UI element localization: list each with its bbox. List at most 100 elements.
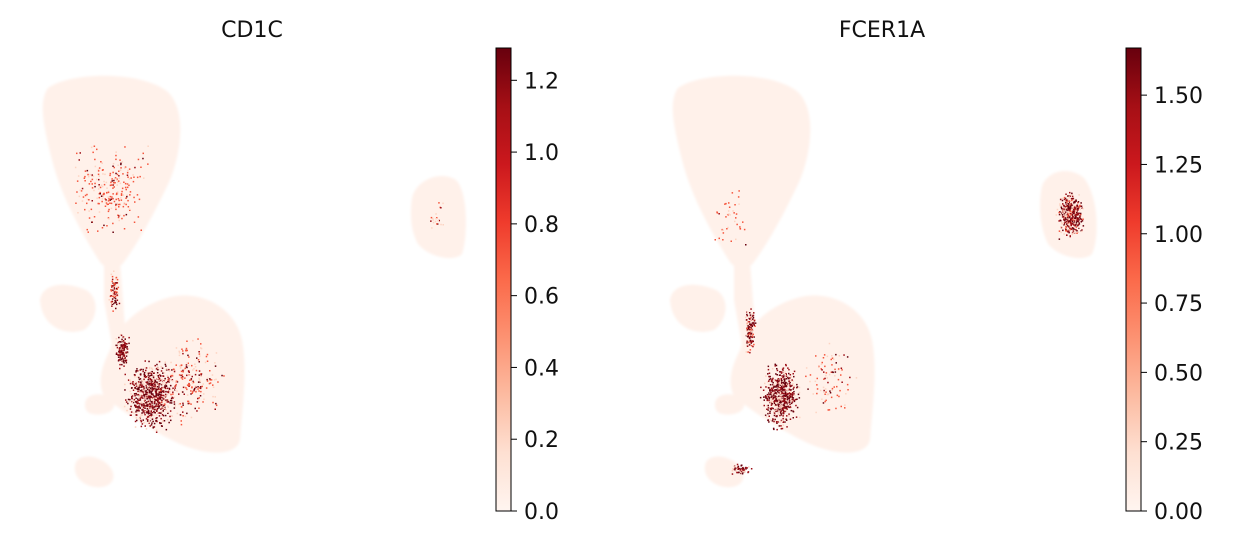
cell-dot — [774, 397, 776, 400]
cell-dot — [140, 368, 142, 371]
cell-dot — [129, 390, 131, 393]
cell-dot — [1067, 231, 1069, 233]
colorbar-tick-label: 0.6 — [524, 285, 559, 310]
cell-dot — [780, 389, 782, 391]
cell-dot — [157, 377, 159, 380]
cell-dot — [780, 397, 782, 399]
cell-dot — [1063, 196, 1066, 199]
cell-dot — [777, 389, 780, 391]
cell-dot — [788, 377, 790, 380]
cell-dot — [768, 411, 770, 414]
cell-dot — [120, 194, 123, 196]
cell-dot — [193, 368, 195, 370]
cell-dot — [164, 377, 166, 380]
cell-dot — [767, 365, 770, 368]
cell-dot — [1076, 220, 1078, 223]
cell-dot — [748, 333, 750, 336]
cell-dot — [716, 212, 719, 214]
cell-dot — [178, 352, 181, 354]
cell-dot — [792, 380, 794, 382]
cell-dot — [763, 404, 765, 407]
cell-dot — [834, 375, 836, 377]
cell-dot — [771, 407, 773, 409]
cell-dot — [776, 374, 778, 376]
cell-dot — [749, 341, 752, 343]
cell-dot — [153, 410, 155, 413]
cell-dot — [113, 291, 115, 293]
cell-dot — [178, 354, 181, 357]
cell-dot — [184, 415, 187, 418]
cell-dot — [132, 180, 135, 183]
cell-dot — [123, 405, 126, 408]
cell-dot — [785, 403, 787, 406]
cell-dot — [152, 397, 155, 400]
cell-dot — [187, 354, 189, 357]
cell-dot — [176, 390, 178, 392]
cell-dot — [122, 340, 125, 342]
cell-dot — [156, 419, 158, 422]
cell-dot — [816, 384, 818, 386]
cell-dot — [745, 244, 747, 246]
cell-dot — [181, 391, 183, 393]
cell-dot — [155, 368, 158, 370]
cell-dot — [169, 410, 172, 412]
cell-dot — [790, 397, 792, 400]
cell-dot — [820, 368, 822, 370]
cell-dot — [840, 374, 842, 376]
cell-dot — [133, 176, 135, 178]
cell-dot — [115, 278, 117, 280]
cell-dot — [1065, 207, 1068, 209]
cell-dot — [167, 381, 169, 383]
cell-dot — [155, 386, 157, 388]
cell-dot — [1068, 216, 1071, 219]
cell-dot — [809, 380, 811, 383]
cell-dot — [203, 398, 205, 400]
cell-dot — [763, 396, 765, 398]
cell-dot — [775, 382, 777, 384]
cell-dot — [734, 467, 736, 469]
cell-dot — [765, 404, 768, 407]
cell-dot — [146, 410, 148, 413]
cell-dot — [121, 347, 124, 350]
cell-dot — [124, 352, 126, 354]
cell-dot — [737, 465, 740, 468]
cell-dot — [155, 388, 157, 390]
cell-dot — [765, 415, 768, 418]
cell-dot — [163, 404, 166, 406]
cell-dot — [103, 180, 105, 183]
cell-dot — [785, 406, 787, 409]
cell-dot — [1071, 218, 1074, 221]
cell-dot — [1056, 208, 1059, 211]
cell-dot — [777, 421, 779, 423]
cell-dot — [164, 386, 166, 388]
cell-dot — [158, 388, 160, 391]
cell-dot — [121, 354, 123, 357]
cell-dot — [156, 390, 159, 392]
cell-dot — [157, 403, 160, 406]
cell-dot — [123, 228, 126, 230]
cell-dot — [144, 401, 147, 403]
cell-dot — [125, 361, 128, 364]
cell-dot — [1069, 224, 1072, 226]
cell-dot — [97, 188, 100, 190]
cell-dot — [110, 198, 112, 200]
cell-dot — [1062, 215, 1064, 218]
cell-dot — [153, 402, 156, 405]
cell-dot — [191, 386, 193, 389]
cell-dot — [127, 402, 129, 405]
cell-dot — [721, 228, 723, 231]
cell-dot — [142, 368, 144, 371]
cell-dot — [769, 402, 771, 404]
cell-dot — [786, 395, 788, 397]
cell-dot — [1077, 231, 1080, 233]
cell-dot — [770, 407, 772, 410]
cell-dot — [142, 391, 144, 393]
cell-dot — [750, 335, 752, 338]
cell-dot — [153, 397, 156, 399]
cell-dot — [787, 401, 789, 403]
cell-dot — [1069, 204, 1071, 206]
cell-dot — [108, 218, 110, 220]
cell-dot — [826, 393, 828, 396]
cell-dot — [130, 393, 132, 395]
cell-dot — [1073, 211, 1076, 213]
